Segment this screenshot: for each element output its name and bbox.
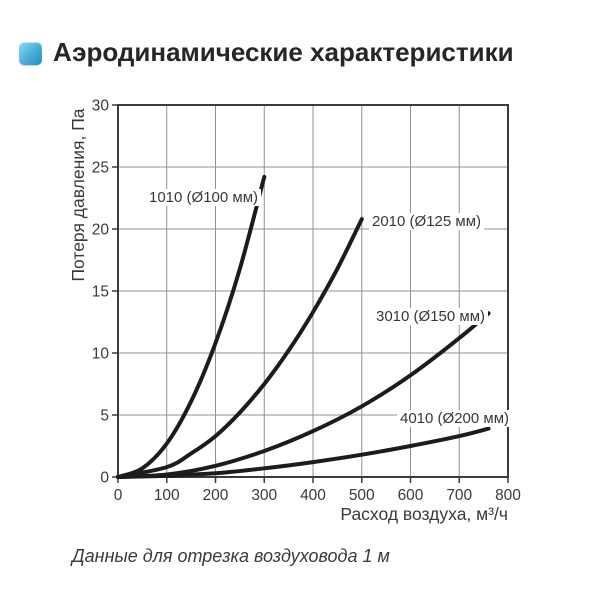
curve-label-1010: 1010 (Ø100 мм) — [146, 189, 262, 206]
curve-1010 — [116, 174, 267, 479]
y-tick-label: 0 — [100, 470, 109, 487]
x-tick-label: 400 — [300, 487, 326, 504]
curve-3010 — [116, 311, 491, 479]
x-tick-label: 100 — [154, 487, 180, 504]
y-tick-label: 10 — [92, 346, 110, 363]
y-tick-label: 25 — [92, 160, 109, 177]
axis-layer — [112, 104, 509, 483]
y-tick-label: 15 — [92, 284, 109, 301]
x-tick-label: 200 — [203, 487, 229, 504]
x-tick-label: 800 — [495, 487, 521, 504]
curve-label-4010: 4010 (Ø200 мм) — [397, 410, 513, 427]
curve-layer — [116, 174, 491, 479]
x-axis-label: Расход воздуха, м³/ч — [340, 504, 508, 524]
y-tick-label: 30 — [92, 98, 110, 115]
plot-frame — [117, 104, 509, 478]
x-tick-label: 0 — [114, 487, 123, 504]
x-tick-label: 700 — [446, 487, 472, 504]
y-tick-label: 5 — [100, 408, 109, 425]
page-title: Аэродинамические характеристики — [53, 37, 514, 67]
curve-2010 — [116, 217, 364, 479]
section-bullet-icon — [19, 42, 42, 65]
y-axis-label: Потеря давления, Па — [68, 108, 88, 281]
curve-4010 — [116, 426, 491, 479]
chart-caption: Данные для отрезка воздуховода 1 м — [72, 546, 390, 566]
x-tick-label: 600 — [398, 487, 424, 504]
y-tick-label: 20 — [92, 222, 110, 239]
tick-label-layer: 0 100 200 300 400 500 600 700 800 0 5 10 15 20 25 30 — [92, 98, 522, 505]
curve-label-3010: 3010 (Ø150 мм) — [373, 308, 489, 325]
x-tick-label: 300 — [251, 487, 277, 504]
x-tick-label: 500 — [349, 487, 375, 504]
curve-label-2010: 2010 (Ø125 мм) — [369, 213, 485, 230]
